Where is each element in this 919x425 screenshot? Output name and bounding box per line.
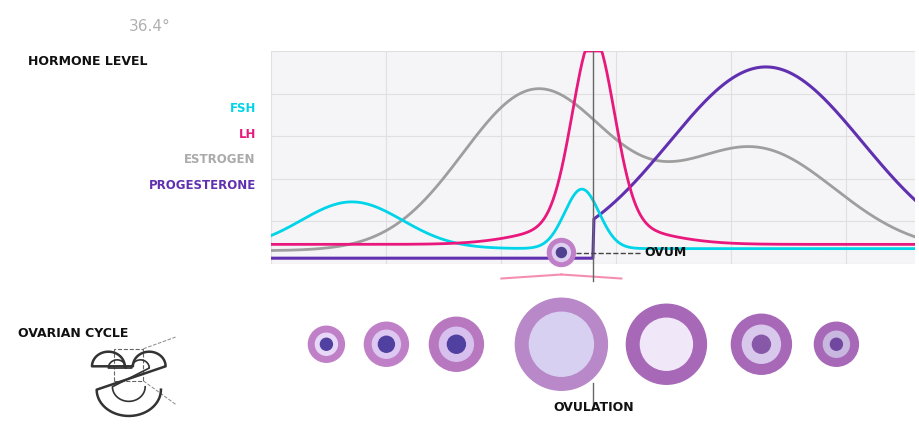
Circle shape xyxy=(830,338,842,350)
Circle shape xyxy=(372,330,400,358)
Circle shape xyxy=(447,335,465,353)
Bar xyxy=(114,349,143,381)
Text: OVARIAN CYCLE: OVARIAN CYCLE xyxy=(18,327,129,340)
Text: ESTROGEN: ESTROGEN xyxy=(184,153,255,166)
Circle shape xyxy=(731,314,790,374)
Text: OVUM: OVUM xyxy=(643,246,686,259)
Circle shape xyxy=(547,238,574,266)
Text: 36.4°: 36.4° xyxy=(129,19,170,34)
Circle shape xyxy=(364,322,408,366)
Circle shape xyxy=(439,327,473,361)
Circle shape xyxy=(742,325,779,363)
Circle shape xyxy=(640,318,692,370)
Text: HORMONE LEVEL: HORMONE LEVEL xyxy=(28,55,147,68)
Text: PROGESTERONE: PROGESTERONE xyxy=(148,179,255,193)
Circle shape xyxy=(752,335,769,353)
Circle shape xyxy=(551,244,570,261)
Circle shape xyxy=(515,298,607,390)
Circle shape xyxy=(378,336,394,352)
Text: LH: LH xyxy=(238,128,255,141)
Circle shape xyxy=(528,312,593,376)
Text: FSH: FSH xyxy=(229,102,255,115)
Circle shape xyxy=(429,317,482,371)
Circle shape xyxy=(556,247,566,258)
Circle shape xyxy=(823,331,848,357)
FancyBboxPatch shape xyxy=(265,275,919,414)
Circle shape xyxy=(308,326,344,362)
Circle shape xyxy=(315,333,337,355)
Circle shape xyxy=(813,322,857,366)
Circle shape xyxy=(320,338,332,350)
Circle shape xyxy=(626,304,706,384)
Text: OVULATION: OVULATION xyxy=(552,401,633,414)
